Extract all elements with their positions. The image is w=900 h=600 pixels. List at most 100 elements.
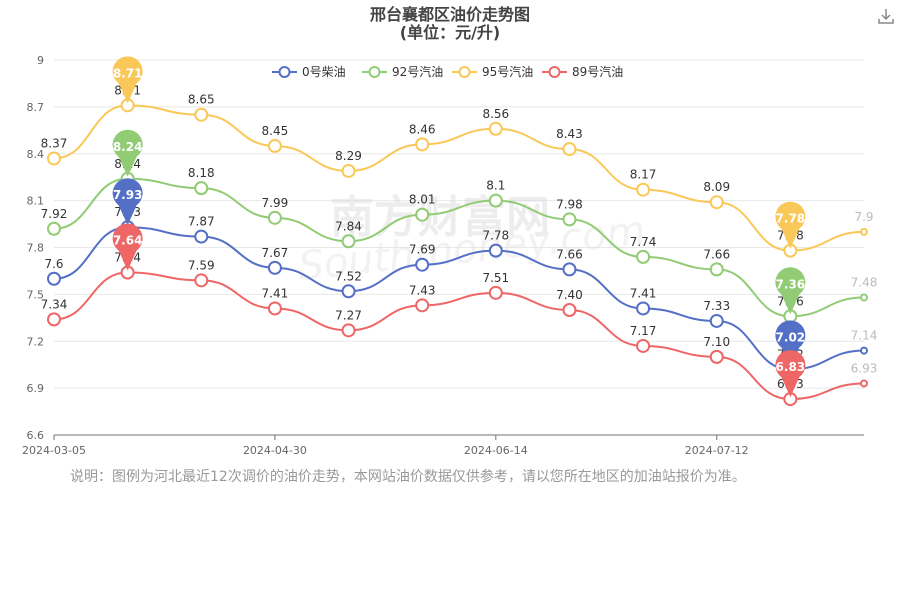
data-label: 8.65: [188, 93, 215, 107]
data-label: 7.10: [703, 335, 730, 349]
marker-pin[interactable]: 8.71: [112, 56, 143, 104]
data-point[interactable]: [860, 293, 868, 302]
data-point[interactable]: [860, 346, 868, 355]
chart-subtitle: (单位：元/升): [399, 23, 501, 42]
max-min-markers: 7.93 7.02 8.24 7.36 8.71 7.78 7.64 6.83: [112, 56, 806, 398]
data-point[interactable]: [194, 273, 209, 288]
data-label: 8.29: [335, 149, 362, 163]
data-point[interactable]: [47, 151, 61, 166]
data-point[interactable]: [47, 221, 61, 236]
data-point[interactable]: [267, 301, 282, 316]
data-point[interactable]: [47, 312, 61, 327]
data-point[interactable]: [415, 298, 430, 313]
marker-pin[interactable]: 8.24: [112, 129, 143, 177]
series-3: [47, 98, 868, 258]
y-tick-label: 7.5: [27, 288, 45, 301]
marker-pin[interactable]: 7.02: [775, 320, 806, 368]
data-point[interactable]: [267, 260, 282, 275]
data-point[interactable]: [415, 137, 430, 152]
pin-label: 8.71: [113, 66, 143, 80]
data-point[interactable]: [562, 142, 577, 157]
y-tick-label: 7.2: [27, 335, 45, 348]
pin-shape: [112, 223, 143, 271]
data-point[interactable]: [341, 163, 356, 178]
legend-item[interactable]: 92号汽油: [362, 64, 443, 79]
data-label: 7.51: [482, 271, 509, 285]
data-label: 8.46: [409, 122, 436, 136]
data-point[interactable]: [194, 107, 209, 122]
data-label: 8.37: [41, 136, 68, 150]
data-label: 8.43: [556, 127, 583, 141]
pin-label: 6.83: [776, 360, 806, 374]
data-point[interactable]: [562, 212, 577, 227]
data-point[interactable]: [47, 271, 61, 286]
data-point[interactable]: [860, 379, 868, 388]
data-point[interactable]: [562, 303, 577, 317]
data-point[interactable]: [194, 181, 209, 196]
data-point[interactable]: [488, 193, 503, 208]
series-2: [47, 171, 868, 324]
pin-label: 7.64: [113, 234, 143, 248]
legend-symbol: [458, 66, 471, 78]
data-point[interactable]: [860, 227, 868, 236]
x-tick-label: 2024-06-14: [464, 444, 528, 457]
series-line: [53, 226, 865, 371]
data-point[interactable]: [709, 195, 724, 210]
data-point[interactable]: [709, 313, 724, 328]
data-label: 7.6: [44, 257, 63, 271]
data-point[interactable]: [267, 138, 282, 153]
data-point[interactable]: [636, 182, 651, 197]
download-icon[interactable]: [877, 7, 895, 25]
data-label: 7.98: [556, 197, 583, 211]
data-label: 7.92: [41, 207, 68, 221]
marker-pin[interactable]: 7.36: [775, 267, 806, 315]
legend-item[interactable]: 89号汽油: [542, 64, 623, 79]
data-point[interactable]: [488, 121, 503, 136]
data-label: 8.17: [630, 168, 657, 182]
data-point[interactable]: [415, 257, 430, 272]
data-label: 7.66: [703, 247, 730, 261]
data-label: 8.18: [188, 166, 215, 180]
data-point[interactable]: [194, 229, 209, 244]
data-label: 7.84: [335, 219, 362, 233]
legend[interactable]: 0号柴油 92号汽油 95号汽油 89号汽油: [272, 64, 623, 79]
data-label: 8.1: [486, 179, 505, 193]
data-point[interactable]: [488, 285, 503, 300]
data-point[interactable]: [636, 249, 651, 264]
data-point[interactable]: [341, 284, 356, 299]
data-label: 7.48: [851, 276, 878, 290]
y-tick-label: 7.8: [27, 242, 45, 255]
marker-pin[interactable]: 6.83: [775, 350, 806, 398]
data-point[interactable]: [341, 234, 356, 249]
data-point[interactable]: [709, 262, 724, 277]
pin-label: 8.24: [113, 140, 143, 154]
data-label: 8.01: [409, 193, 436, 207]
data-label: 7.41: [630, 286, 657, 300]
data-point[interactable]: [267, 210, 282, 225]
series-line: [53, 104, 865, 252]
data-label: 7.52: [335, 269, 362, 283]
data-point[interactable]: [709, 349, 724, 364]
data-point[interactable]: [341, 323, 356, 338]
data-point[interactable]: [562, 262, 577, 277]
series-line: [53, 271, 865, 401]
data-point[interactable]: [415, 207, 430, 222]
pin-shape: [112, 56, 143, 104]
data-point[interactable]: [636, 301, 651, 316]
data-label: 7.17: [630, 324, 657, 338]
legend-item[interactable]: 95号汽油: [452, 64, 533, 79]
x-tick-label: 2024-07-12: [685, 444, 749, 457]
data-point[interactable]: [636, 338, 651, 353]
data-point[interactable]: [488, 243, 503, 258]
marker-pin[interactable]: 7.64: [112, 223, 143, 271]
marker-pin[interactable]: 7.93: [112, 178, 143, 226]
series-4: [47, 265, 868, 407]
pin-label: 7.02: [776, 330, 806, 344]
data-label: 8.09: [703, 180, 730, 194]
marker-pin[interactable]: 7.78: [775, 201, 806, 249]
y-tick-label: 6.6: [27, 429, 45, 442]
legend-item[interactable]: 0号柴油: [272, 65, 346, 79]
data-label: 7.69: [409, 243, 436, 257]
data-label: 7.99: [262, 196, 289, 210]
